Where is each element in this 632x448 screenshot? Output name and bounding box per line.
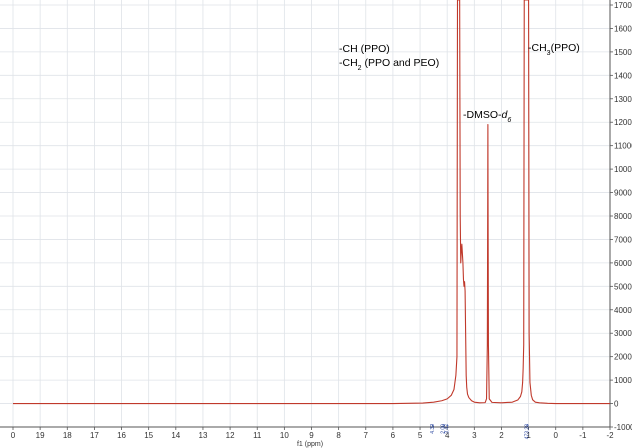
x-tick-label: 14 <box>171 431 180 440</box>
integral-label: 473.28 <box>525 424 531 440</box>
x-tick-label: 5 <box>418 431 423 440</box>
annotation-ch2-subscript: 2 <box>358 65 362 72</box>
x-tick-label: 15 <box>144 431 153 440</box>
x-tick-label: 10 <box>280 431 289 440</box>
annotation-dmso: -DMSO-d6 <box>463 109 511 124</box>
axes <box>0 0 613 430</box>
y-tick-label: 15000 <box>614 48 632 57</box>
y-tick-label: 14000 <box>614 71 632 80</box>
x-tick-label: 7 <box>364 431 369 440</box>
y-tick-label: 10000 <box>614 165 632 174</box>
x-tick-label: 17 <box>90 431 99 440</box>
x-tick-label: -2 <box>606 431 614 440</box>
x-tick-label: -1 <box>579 431 587 440</box>
annotation-ch-ppo: -CH (PPO) <box>339 43 390 55</box>
y-tick-label: 7000 <box>614 235 632 244</box>
y-tick-label: 6000 <box>614 259 632 268</box>
y-tick-label: 0 <box>614 400 619 409</box>
x-tick-label: 19 <box>36 431 45 440</box>
x-tick-label: 4 <box>445 431 450 440</box>
x-tick-label: 2 <box>499 431 504 440</box>
x-tick-label: 11 <box>253 431 262 440</box>
y-tick-label: 4000 <box>614 306 632 315</box>
y-tick-label: 13000 <box>614 95 632 104</box>
annotation-ch2-ppo-peo: -CH2 (PPO and PEO) <box>339 57 439 72</box>
y-tick-label: 9000 <box>614 189 632 198</box>
y-tick-labels: -1000 0 1000 2000 3000 4000 5000 6000 7000 8000 90… <box>614 1 632 432</box>
x-tick-label: 16 <box>117 431 126 440</box>
x-axis-label: f1 (ppm) <box>297 441 323 448</box>
x-tick-label: 6 <box>391 431 396 440</box>
annotation-ch3-ppo: -CH3(PPO) <box>528 42 580 57</box>
annotation-ch2-rest: (PPO and PEO) <box>362 57 440 69</box>
x-tick-label: 12 <box>226 431 235 440</box>
y-tick-label: 8000 <box>614 212 632 221</box>
annotation-dmso-d: d <box>502 109 509 121</box>
y-tick-label: 3000 <box>614 329 632 338</box>
plot-area <box>13 0 610 405</box>
grid <box>0 0 611 428</box>
annotation-dmso-subscript: 6 <box>507 117 511 124</box>
x-tick-label: 8 <box>336 431 341 440</box>
x-tick-label: 3 <box>472 431 477 440</box>
x-tick-label: 9 <box>309 431 314 440</box>
x-tick-label: 18 <box>63 431 72 440</box>
annotation-ch3-main: -CH <box>528 42 547 54</box>
x-tick-label: 13 <box>199 431 208 440</box>
spectrum-line <box>13 0 610 405</box>
annotation-ch2-main: -CH <box>339 57 358 69</box>
integral-label: 3.47 <box>445 424 451 434</box>
integral-label: 4.32 <box>430 424 436 434</box>
integral-labels: 4.32 2.003.47 473.28 <box>430 424 531 440</box>
x-tick-label: 1 <box>526 431 531 440</box>
y-tick-label: 11000 <box>614 142 632 151</box>
annotation-dmso-main: -DMSO- <box>463 109 502 121</box>
y-tick-label: 1000 <box>614 376 632 385</box>
annotation-ch3-rest: (PPO) <box>551 42 580 54</box>
y-tick-label: 5000 <box>614 282 632 291</box>
y-tick-label: -1000 <box>614 423 632 432</box>
x-tick-labels: 0 19 18 17 16 15 14 13 12 11 10 9 8 7 6 5 4 3 2 1 0 -1 -2 <box>11 431 614 440</box>
y-tick-label: 2000 <box>614 353 632 362</box>
x-tick-label: 0 <box>554 431 559 440</box>
integral-label: 2.00 <box>441 424 447 434</box>
x-tick-label: 0 <box>11 431 16 440</box>
y-tick-label: 12000 <box>614 118 632 127</box>
y-tick-label: 16000 <box>614 24 632 33</box>
annotation-ch3-subscript: 3 <box>547 50 551 57</box>
